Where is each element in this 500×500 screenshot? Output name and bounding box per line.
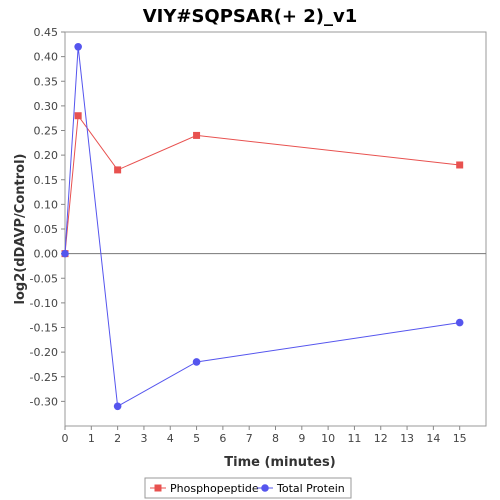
x-tick-label: 15 — [453, 432, 467, 445]
legend-entry: Phosphopeptide — [150, 482, 259, 495]
plot-area — [64, 31, 487, 427]
y-tick-label: 0.10 — [34, 198, 59, 211]
y-tick-label: 0.40 — [34, 51, 59, 64]
y-axis-label: log2(dDAVP/Control) — [13, 154, 28, 305]
data-point — [113, 402, 122, 411]
chart-title: VIY#SQPSAR(+ 2)_v1 — [143, 6, 358, 27]
x-tick-label: 7 — [246, 432, 253, 445]
x-tick-label: 10 — [321, 432, 335, 445]
y-tick-label: 0.35 — [34, 75, 59, 88]
y-tick-label: 0.20 — [34, 149, 59, 162]
y-tick-label: 0.25 — [34, 125, 59, 138]
x-tick-label: 5 — [193, 432, 200, 445]
x-tick-label: 9 — [298, 432, 305, 445]
legend: Phosphopeptide Total Protein — [144, 477, 352, 499]
x-tick-label: 3 — [140, 432, 147, 445]
y-tick-label: -0.30 — [30, 395, 58, 408]
legend-label: Phosphopeptide — [170, 482, 259, 495]
series-layer — [61, 42, 464, 411]
legend-marker — [261, 484, 269, 492]
data-point — [455, 318, 464, 327]
y-tick-label: 0.00 — [34, 248, 59, 261]
x-tick-label: 11 — [347, 432, 361, 445]
y-tick-label: 0.15 — [34, 174, 59, 187]
y-tick-label: -0.25 — [30, 371, 58, 384]
x-axis-label: Time (minutes) — [224, 455, 335, 470]
x-tick-label: 12 — [374, 432, 388, 445]
x-tick-label: 8 — [272, 432, 279, 445]
data-point — [193, 131, 201, 139]
data-point — [61, 249, 69, 258]
x-tick-label: 2 — [114, 432, 121, 445]
legend-box — [144, 477, 352, 499]
series-total-protein — [61, 42, 464, 411]
y-tick-label: 0.05 — [34, 223, 59, 236]
data-point — [74, 112, 82, 120]
x-tick-label: 0 — [62, 432, 69, 445]
y-tick-label: -0.10 — [30, 297, 58, 310]
data-point — [114, 166, 122, 174]
x-tick-label: 4 — [167, 432, 174, 445]
y-axis: 0.45 0.40 0.35 0.30 0.25 0.20 0.15 0.10 0.05 0.00… — [30, 26, 65, 408]
x-tick-label: 6 — [219, 432, 226, 445]
data-point — [456, 161, 464, 169]
x-tick-label: 13 — [400, 432, 414, 445]
x-tick-label: 1 — [88, 432, 95, 445]
y-tick-label: -0.20 — [30, 346, 58, 359]
y-tick-label: -0.05 — [30, 272, 58, 285]
legend-label: Total Protein — [276, 482, 345, 495]
y-tick-label: 0.30 — [34, 100, 59, 113]
data-point — [74, 42, 82, 51]
data-point — [192, 358, 201, 366]
x-axis: 0 1 2 3 4 5 6 7 8 9 10 11 12 13 14 15 — [62, 426, 467, 445]
legend-entry: Total Protein — [257, 482, 345, 495]
legend-marker — [154, 484, 162, 492]
x-tick-label: 14 — [426, 432, 440, 445]
y-tick-label: 0.45 — [34, 26, 59, 39]
y-tick-label: -0.15 — [30, 322, 58, 335]
